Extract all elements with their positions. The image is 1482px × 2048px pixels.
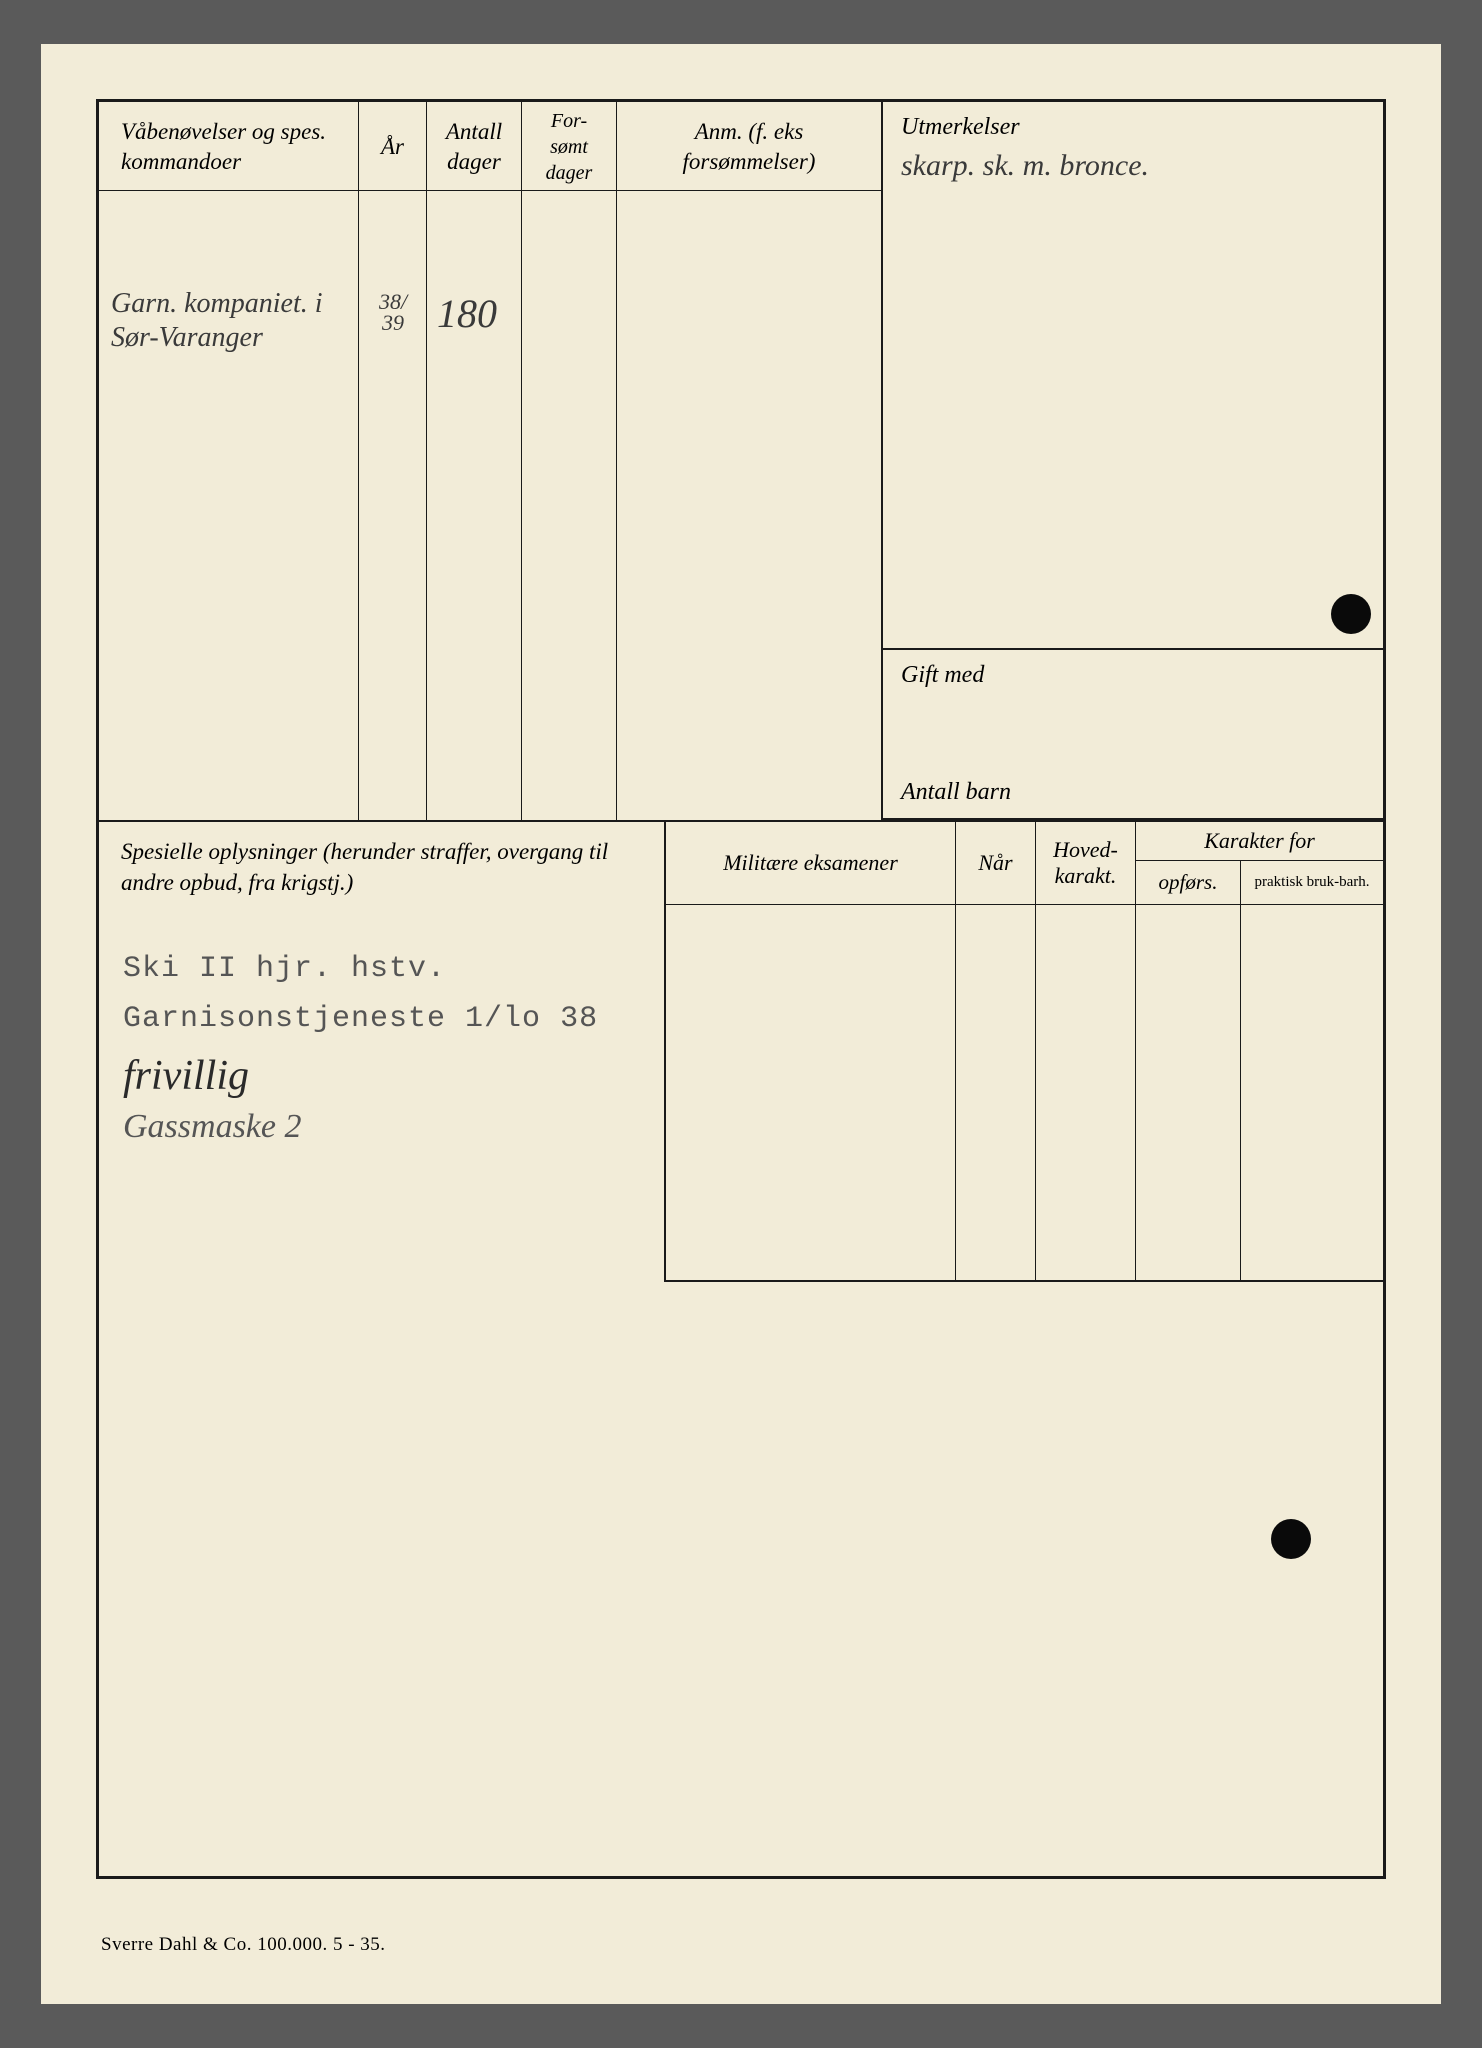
header-days: Antall dager [427,102,521,192]
eksamen-col-5 [1241,905,1383,1280]
eksamen-table: Militære eksamener Når Hoved-karakt. Kar… [664,822,1383,1282]
gift-med-box: Gift med Antall barn [883,650,1383,820]
col-forsomt: For-sømt dager [522,102,617,820]
col-days: Antall dager 180 [427,102,522,820]
label-opfors: opførs. [1136,861,1241,904]
label-praktisk: praktisk bruk-barh. [1241,861,1383,904]
hw-frivillig: frivillig [123,1052,598,1100]
label-karakter-for: Karakter for [1136,822,1383,861]
eksamen-col-1 [666,905,956,1280]
header-anm: Anm. (f. eks forsømmelser) [617,102,881,192]
hw-gassmaske: Gassmaske 2 [123,1108,598,1146]
eksamen-col-4 [1136,905,1241,1280]
header-forsomt: For-sømt dager [522,102,616,192]
cell-command: Garn. kompaniet. i Sør-Varanger [99,192,358,820]
punch-hole-icon [1331,594,1371,634]
header-year: År [359,102,426,192]
spesielle-box: Spesielle oplysninger (herunder straffer… [99,822,664,1282]
col-year: År 38/39 [359,102,427,820]
eksamen-header-row: Militære eksamener Når Hoved-karakt. Kar… [666,822,1383,905]
tw-garnison: Garnisonstjeneste 1/lo 38 [123,1002,598,1036]
right-panel: Utmerkelser skarp. sk. m. bronce. Gift m… [883,102,1383,820]
header-militaere: Militære eksamener [666,822,956,904]
eksamen-col-2 [956,905,1036,1280]
cell-days: 180 [427,192,521,820]
eksamen-body [666,905,1383,1280]
cell-anm [617,192,881,820]
footer-imprint: Sverre Dahl & Co. 100.000. 5 - 35. [101,1934,386,1956]
label-antall-barn: Antall barn [901,779,1365,806]
hw-utmerkelser: skarp. sk. m. bronce. [901,149,1365,183]
col-anm: Anm. (f. eks forsømmelser) [617,102,881,820]
header-hovedkarakt: Hoved-karakt. [1036,822,1136,904]
document-page: Våbenøvelser og spes. kommandoer Garn. k… [41,44,1441,2004]
spesielle-content: Ski II hjr. hstv. Garnisonstjeneste 1/lo… [123,952,598,1146]
label-gift-med: Gift med [901,662,1365,689]
hw-year: 38/39 [363,292,423,334]
mid-section: Spesielle oplysninger (herunder straffer… [99,822,1383,1282]
label-utmerkelser: Utmerkelser [901,114,1365,141]
cell-year: 38/39 [359,192,426,820]
top-section: Våbenøvelser og spes. kommandoer Garn. k… [99,102,1383,822]
header-karakter-for: Karakter for opførs. praktisk bruk-barh. [1136,822,1383,904]
exercises-table: Våbenøvelser og spes. kommandoer Garn. k… [99,102,883,820]
utmerkelser-box: Utmerkelser skarp. sk. m. bronce. [883,102,1383,650]
form-border: Våbenøvelser og spes. kommandoer Garn. k… [96,99,1386,1879]
hw-days: 180 [437,290,497,337]
label-spesielle: Spesielle oplysninger (herunder straffer… [121,836,642,898]
cell-forsomt [522,192,616,820]
eksamen-col-3 [1036,905,1136,1280]
punch-hole-icon [1271,1519,1311,1559]
col-vabenovelser: Våbenøvelser og spes. kommandoer Garn. k… [99,102,359,820]
header-vabenovelser: Våbenøvelser og spes. kommandoer [99,102,358,192]
tw-ski: Ski II hjr. hstv. [123,952,598,986]
hw-command: Garn. kompaniet. i Sør-Varanger [111,287,351,354]
header-nar: Når [956,822,1036,904]
